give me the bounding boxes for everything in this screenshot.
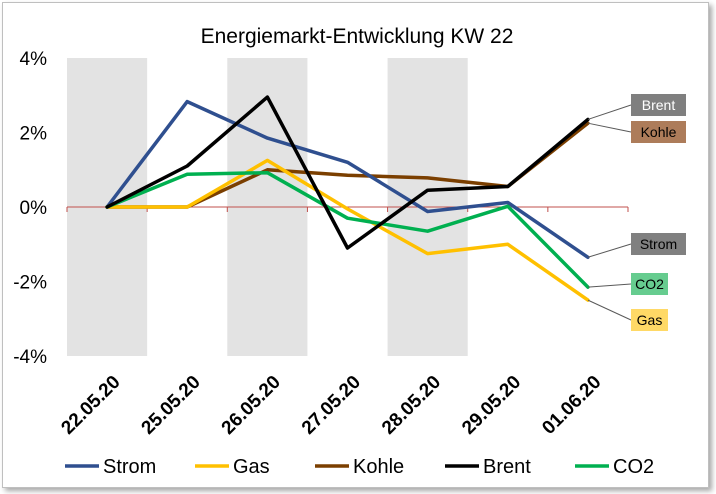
legend-label: CO2 [613,456,654,478]
series-line-brent [105,95,590,250]
end-label-strom: Strom [640,236,677,252]
end-labels: Brent Kohle Strom CO2 Gas [587,94,686,331]
end-label-box-kohle [631,121,686,143]
series-line-gas [105,158,590,302]
series-line-kohle [105,121,590,209]
legend-item-brent[interactable]: Brent [445,456,531,478]
end-label-leader [587,122,632,133]
x-tick-label: 25.05.20 [138,372,205,439]
end-label-leader [587,243,632,258]
y-tick-label: -4% [13,347,47,368]
legend[interactable]: Strom Gas Kohle Brent CO2 [65,456,654,478]
end-label-brent: Brent [642,97,676,113]
y-axis-ticks: 4% 2% 0% -2% -4% [13,49,47,368]
end-label-leader [587,104,632,120]
x-tick-label: 26.05.20 [218,372,285,439]
x-tick-label: 29.05.20 [458,372,525,439]
legend-label: Brent [483,456,531,478]
series-lines [105,95,590,302]
legend-item-strom[interactable]: Strom [65,456,156,478]
legend-label: Kohle [353,456,404,478]
chart-frame: Energiemarkt-Entwicklung KW 22 4% 2% 0% -2%… [2,2,709,488]
end-label-box-co2 [631,273,668,295]
legend-label: Gas [233,456,270,478]
line-chart: Energiemarkt-Entwicklung KW 22 4% 2% 0% -2%… [13,25,686,478]
end-label-co2: CO2 [635,276,664,292]
series-line-strom [105,99,590,260]
x-tick-label: 22.05.20 [57,372,124,439]
y-tick-label: -2% [13,273,47,294]
y-tick-label: 4% [20,49,48,70]
chart-title: Energiemarkt-Entwicklung KW 22 [201,25,514,48]
x-tick-label: 27.05.20 [298,372,365,439]
x-tick-label: 01.06.20 [538,372,605,439]
end-label-box-gas [631,309,668,331]
legend-label: Strom [103,456,156,478]
legend-item-kohle[interactable]: Kohle [315,456,404,478]
legend-item-gas[interactable]: Gas [195,456,270,478]
end-label-leader [587,283,632,288]
end-label-leader [587,299,632,321]
x-tick-label: 28.05.20 [378,372,445,439]
end-label-kohle: Kohle [641,124,677,140]
legend-item-co2[interactable]: CO2 [575,456,654,478]
end-label-gas: Gas [637,312,663,328]
end-label-box-brent [631,94,686,116]
y-tick-label: 0% [20,198,48,219]
series-line-co2 [105,170,590,289]
y-tick-label: 2% [20,124,48,145]
x-axis-ticks: 22.05.20 25.05.20 26.05.20 27.05.20 28.05.20… [57,372,605,439]
end-label-box-strom [631,233,686,255]
